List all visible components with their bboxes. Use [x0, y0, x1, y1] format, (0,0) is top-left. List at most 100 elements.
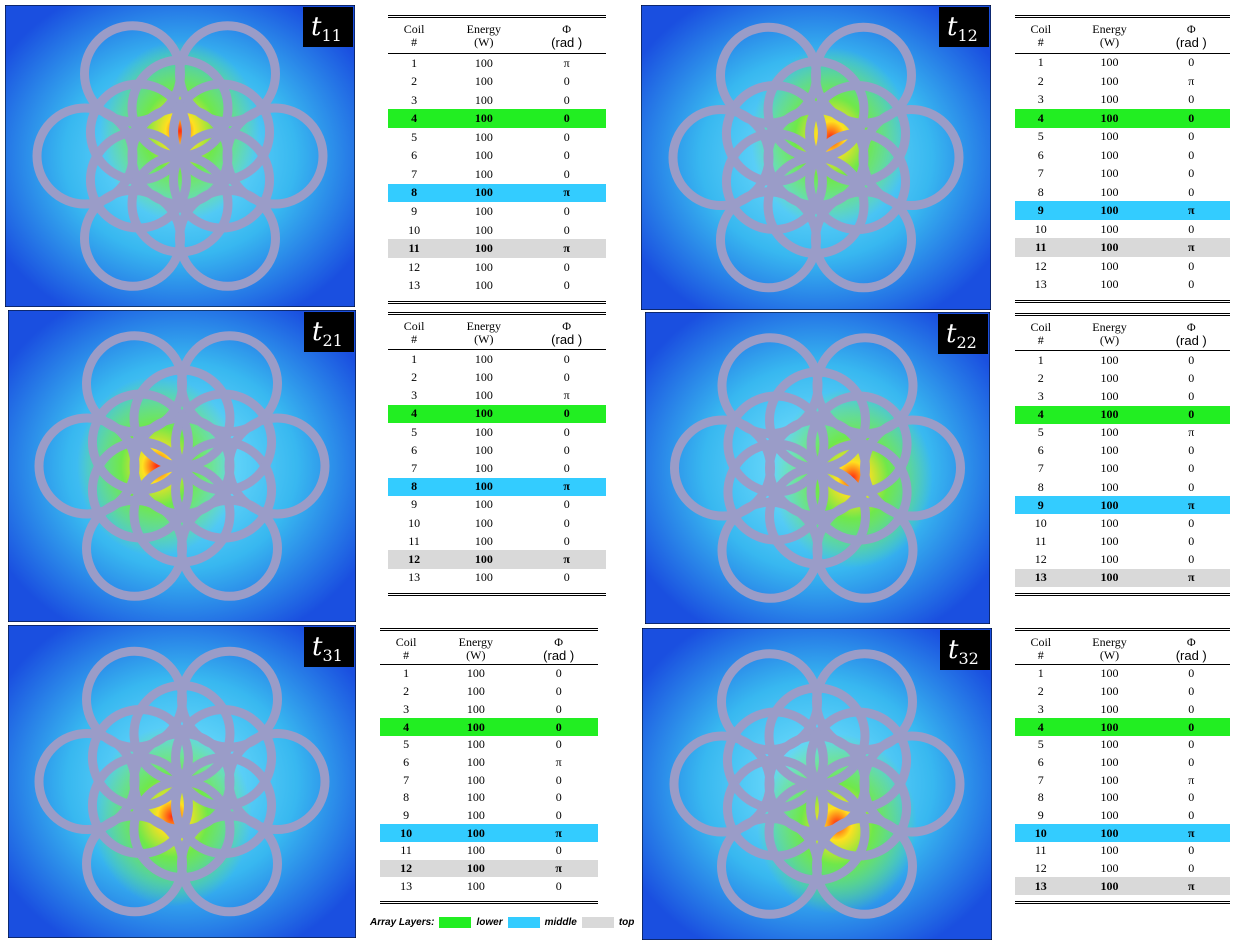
coil-table: Coil # Energy (W) Φ (rad ) 1 100 0 2 100 0 3 100 π 4 100…	[388, 312, 606, 596]
table-row: 9 100 0	[388, 202, 606, 221]
table-row: 4 100 0	[388, 404, 606, 424]
table-cell: 6	[1037, 147, 1044, 162]
table-cell: 100	[1100, 570, 1119, 585]
label-box	[938, 314, 988, 354]
label-base: t	[946, 319, 957, 349]
panel-label: t12	[947, 12, 978, 45]
coil	[222, 103, 328, 209]
table-cell: 100	[466, 825, 485, 840]
table-cell: 5	[403, 737, 410, 752]
table-cell: 9	[411, 203, 418, 218]
table-row: 4 100 0	[388, 109, 606, 129]
coil	[82, 811, 187, 917]
table-cell: 100	[1100, 370, 1119, 385]
coil	[805, 81, 911, 186]
table-cell: 5	[411, 129, 418, 144]
simulation-image: t22	[645, 312, 990, 624]
table-cell: 12	[408, 259, 421, 274]
table-cell: 0	[1188, 129, 1195, 144]
table-row: 2 100 0	[1015, 369, 1230, 387]
coil-table: Coil # Energy (W) Φ (rad ) 1 100 0 2 100 0 3 100 0 4 100…	[1015, 628, 1230, 904]
table-cell: 100	[466, 807, 485, 822]
header-text: (rad )	[1175, 647, 1207, 663]
table-cell: 4	[1037, 719, 1044, 734]
table-cell: 0	[563, 203, 570, 218]
table-cell: 100	[1100, 701, 1119, 716]
table-cell: 0	[555, 684, 562, 699]
header-cell: Φ (rad )	[519, 631, 598, 666]
header-row: Coil # Energy (W) Φ (rad )	[380, 631, 598, 666]
simulation-image: t11	[5, 5, 355, 307]
coil	[860, 415, 965, 521]
table-cell: 0	[563, 129, 570, 144]
table-cell: 0	[1188, 184, 1195, 199]
table-cell: 11	[400, 843, 412, 858]
table-cell: 100	[474, 388, 493, 403]
header-text: (W)	[466, 647, 486, 662]
label-sub: 31	[322, 646, 342, 665]
legend-label: top	[618, 917, 635, 928]
table-cell: π	[563, 185, 570, 200]
table-cell: 100	[474, 241, 493, 256]
table-row: 6 100 0	[388, 147, 606, 166]
table-cell: 0	[1188, 461, 1195, 476]
table-cell: π	[1187, 240, 1195, 255]
table-cell: 7	[1037, 166, 1044, 181]
table-cell: π	[563, 479, 570, 494]
table-cell: 8	[403, 790, 410, 805]
legend-swatch	[439, 917, 472, 928]
table-cell: 100	[474, 74, 493, 89]
table-cell: 100	[474, 259, 493, 274]
table-cell: 9	[1037, 203, 1044, 218]
table-cell: 100	[1100, 878, 1119, 893]
table-cell: 0	[563, 166, 570, 181]
table-cell: 12	[400, 860, 413, 875]
table-cell: 2	[1037, 370, 1044, 385]
table-cell: 100	[1100, 129, 1119, 144]
table-row: 7 100 0	[388, 165, 606, 184]
table-cell: 0	[1188, 443, 1195, 458]
label-base: t	[311, 12, 322, 42]
table-cell: 9	[403, 807, 410, 822]
table-row: 5 100 0	[1015, 128, 1230, 146]
table-row: 12 100 0	[1015, 551, 1230, 569]
table-cell: 5	[1037, 129, 1044, 144]
header-cell: Φ (rad )	[1152, 316, 1230, 351]
table-cell: 13	[1034, 878, 1047, 893]
table-cell: 0	[1188, 258, 1195, 273]
table-cell: 0	[563, 351, 570, 366]
header-cell: Φ (rad )	[1152, 631, 1230, 666]
table-cell: 7	[403, 772, 410, 787]
table-cell: 100	[474, 370, 493, 384]
table-row: 3 100 0	[1015, 91, 1230, 109]
table-cell: 3	[1037, 701, 1044, 716]
table-cell: 3	[411, 92, 418, 107]
coil	[806, 391, 912, 497]
table-cell: 7	[1037, 772, 1044, 787]
coil	[859, 731, 965, 837]
table-row: 3 100 0	[1015, 387, 1230, 405]
table-cell: 100	[1100, 461, 1119, 476]
header-cell: Energy (W)	[1066, 18, 1153, 54]
table-cell: π	[1188, 772, 1195, 787]
table-cell: 8	[1037, 790, 1044, 805]
simulation-image: t31	[8, 625, 356, 938]
table-row: 2 100 0	[388, 368, 606, 386]
table-cell: π	[1187, 570, 1195, 585]
coil	[171, 389, 277, 495]
table-row: 10 100 0	[388, 514, 606, 532]
coil-table: Coil # Energy (W) Φ (rad ) 1 100 0 2 100 π 3 100 0 4 100…	[1015, 15, 1230, 303]
header-cell: Coil #	[1015, 316, 1067, 351]
table-row: 2 100 π	[1015, 72, 1230, 90]
table-cell: 10	[1034, 825, 1047, 840]
table-cell: π	[555, 754, 562, 769]
header-cell: Coil #	[1015, 631, 1067, 666]
label-sub: 22	[956, 333, 976, 352]
table-cell: 0	[1188, 55, 1195, 70]
table-cell: 100	[466, 772, 485, 787]
table-cell: 1	[411, 351, 418, 366]
table-cell: 100	[474, 497, 493, 512]
table-row: 13 100 0	[380, 877, 598, 895]
table-cell: 3	[403, 701, 410, 716]
table-row: 10 100 0	[1015, 220, 1230, 238]
